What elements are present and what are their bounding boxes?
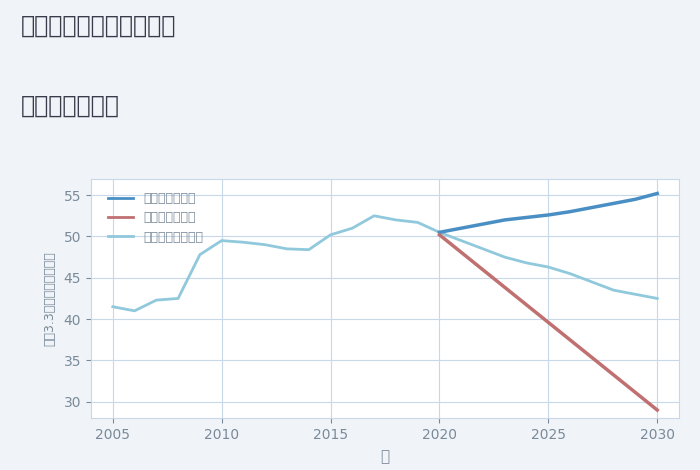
Text: 土地の価格推移: 土地の価格推移 (21, 94, 120, 118)
Y-axis label: 坪（3.3㎡）単価（万円）: 坪（3.3㎡）単価（万円） (44, 251, 57, 346)
Text: 愛知県豊田市野見山町の: 愛知県豊田市野見山町の (21, 14, 176, 38)
Legend: グッドシナリオ, バッドシナリオ, ノーマルシナリオ: グッドシナリオ, バッドシナリオ, ノーマルシナリオ (103, 187, 208, 249)
X-axis label: 年: 年 (380, 449, 390, 464)
